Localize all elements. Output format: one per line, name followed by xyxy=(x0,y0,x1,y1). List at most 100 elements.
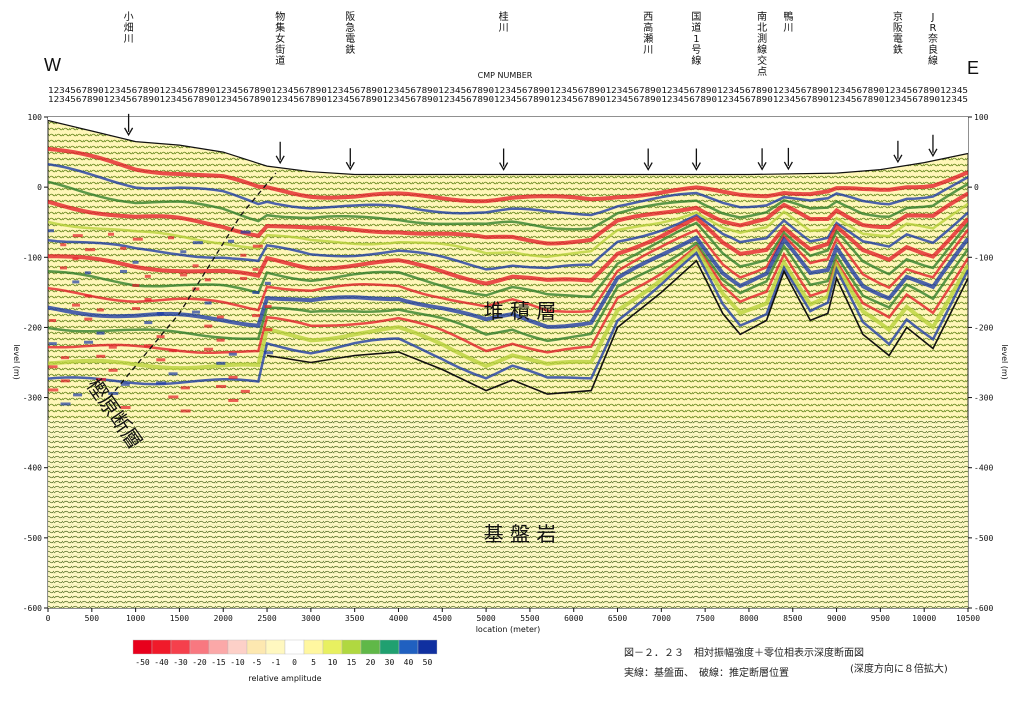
amplitude-patch xyxy=(49,319,57,323)
amplitude-patch xyxy=(156,381,167,385)
x-tick-label: 5000 xyxy=(476,614,495,623)
colorbar-tick-label: 50 xyxy=(423,658,433,667)
amplitude-patch xyxy=(72,257,79,261)
reflection-band xyxy=(48,221,968,299)
landmark-arrow xyxy=(928,134,938,158)
amplitude-patch xyxy=(96,331,105,335)
amplitude-patch xyxy=(120,269,128,273)
x-tick-label: 10500 xyxy=(956,614,980,623)
amplitude-patch xyxy=(180,273,188,277)
amplitude-patch xyxy=(72,234,83,238)
amplitude-patch xyxy=(156,311,164,315)
amplitude-patch xyxy=(252,244,263,248)
amplitude-patch xyxy=(84,271,91,275)
landmark-labels: 小畑川 物集女街道 阪急電鉄 桂川 西高瀬川 国道 1 号線 南北測線交点 鴨川 京阪電鉄 J R 奈良線 xyxy=(124,10,938,78)
amplitude-patch xyxy=(240,253,247,257)
cmp-number-strip: 1234567890123456789012345678901234567890… xyxy=(48,84,968,108)
colorbar-tick-label: 15 xyxy=(347,658,357,667)
reflection-band xyxy=(48,235,968,329)
y-tick-label: -200 xyxy=(974,323,993,332)
y-tick-label: -300 xyxy=(23,394,42,403)
colorbar-swatch xyxy=(265,639,286,655)
colorbar-tick-label: -1 xyxy=(271,658,281,667)
x-tick-label: 9000 xyxy=(827,614,846,623)
amplitude-patch xyxy=(60,243,67,247)
reflection-band xyxy=(48,244,968,355)
amplitude-patch xyxy=(228,398,239,402)
colorbar-tick-label: 0 xyxy=(292,658,297,667)
colorbar-swatch xyxy=(189,639,210,655)
y-tick-label: -600 xyxy=(974,604,993,613)
y-axis-label-right: level (m) xyxy=(1000,344,1009,380)
x-tick-label: 8500 xyxy=(783,614,802,623)
amplitude-patch xyxy=(108,391,119,395)
y-tick-label: -500 xyxy=(23,534,42,543)
amplitude-patch xyxy=(180,250,187,254)
amplitude-patch xyxy=(264,281,271,285)
landmark-label: 国道 1 号線 xyxy=(691,11,701,67)
amplitude-patch xyxy=(144,297,152,301)
ground-surface-line xyxy=(47,119,969,176)
amplitude-patch xyxy=(120,246,127,250)
x-tick-label: 6500 xyxy=(608,614,627,623)
amplitude-patch xyxy=(132,283,140,287)
sediment-label: 堆 積 層 xyxy=(484,299,557,323)
x-tick-label: 4000 xyxy=(389,614,408,623)
amplitude-patch xyxy=(192,310,201,314)
amplitude-patch xyxy=(120,405,131,409)
figure-caption-note: (深度方向に８倍拡大) xyxy=(850,664,948,675)
x-axis-ticks: 0 500 1000 1500 2000 2500 3000 3500 4000 4500 5000… xyxy=(46,608,980,623)
x-tick-label: 2000 xyxy=(214,614,233,623)
amplitude-patch xyxy=(61,356,70,360)
colorbar-swatch xyxy=(360,639,381,655)
colorbar-swatch xyxy=(151,639,172,655)
amplitude-patch xyxy=(72,280,80,284)
amplitude-patch xyxy=(180,386,190,390)
amplitude-patch xyxy=(96,354,106,358)
landmark-label: 西高瀬川 xyxy=(643,12,653,56)
amplitude-patch xyxy=(132,237,143,241)
amplitude-patch xyxy=(60,266,68,270)
colorbar-swatch xyxy=(284,639,305,655)
east-direction-label: E xyxy=(967,58,980,78)
reflection-bands xyxy=(48,146,968,413)
amplitude-patch xyxy=(264,328,273,332)
x-tick-label: 6000 xyxy=(564,614,583,623)
colorbar-swatch xyxy=(303,639,324,655)
landmark-label: J R 奈良線 xyxy=(928,12,938,67)
landmark-arrow xyxy=(275,141,285,165)
amplitude-patch xyxy=(168,349,177,353)
amplitude-patch xyxy=(264,351,274,355)
amplitude-patch xyxy=(264,304,272,308)
landmark-label: 鴨川 xyxy=(783,10,793,34)
colorbar: -50 -40 -30 -20 -15 -10 -5 -1 0 5 10 15 20 30 40 50 xyxy=(132,639,438,667)
y-tick-label: 0 xyxy=(974,183,979,192)
x-tick-label: 3000 xyxy=(301,614,320,623)
landmark-arrows xyxy=(124,113,938,171)
x-tick-label: 7500 xyxy=(696,614,715,623)
y-axis-ticks-left: 100 0 -100 -200 -300 -400 -500 -600 xyxy=(23,113,48,613)
basement-label: 基 盤 岩 xyxy=(484,522,557,546)
x-axis-label: location (meter) xyxy=(476,625,541,634)
reflection-band xyxy=(48,180,968,231)
landmark-label: 京阪電鉄 xyxy=(893,10,903,56)
colorbar-tick-label: 5 xyxy=(311,658,316,667)
amplitude-patch xyxy=(60,379,70,383)
y-tick-label: -200 xyxy=(23,323,42,332)
amplitude-patch xyxy=(85,248,96,252)
y-tick-label: -400 xyxy=(974,464,993,473)
x-tick-label: 7000 xyxy=(652,614,671,623)
amplitude-patch xyxy=(252,290,260,294)
reflection-band xyxy=(48,191,968,246)
amplitude-patch xyxy=(204,278,211,282)
amplitude-patch xyxy=(252,314,261,318)
amplitude-patch xyxy=(84,340,94,344)
amplitude-patch xyxy=(168,395,179,399)
y-tick-label: -400 xyxy=(23,464,42,473)
amplitude-patch xyxy=(216,338,225,342)
reflection-band xyxy=(48,245,968,371)
colorbar-swatch xyxy=(246,639,267,655)
amplitude-patch xyxy=(84,317,93,321)
amplitude-patch xyxy=(240,276,248,280)
reflection-band xyxy=(48,241,968,343)
